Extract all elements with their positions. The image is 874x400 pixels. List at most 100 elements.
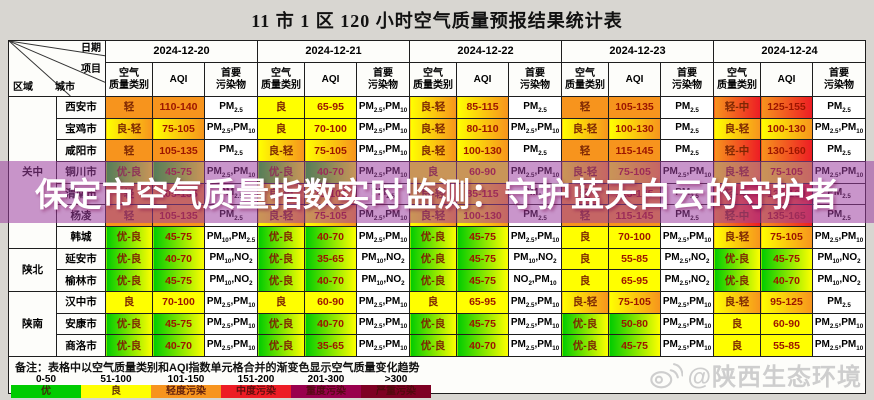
region-cell: 陕北 bbox=[8, 247, 57, 292]
date-header: 2024-12-22 bbox=[409, 40, 562, 63]
aqi-cell: 85-115 bbox=[456, 96, 509, 119]
category-cell: 优-良 bbox=[105, 334, 153, 357]
city-cell: 榆林市 bbox=[56, 269, 106, 292]
table-row: 商洛市 优-良 40-70 PM2.5,PM10 优-良 35-65 PM2.5,PM10 优… bbox=[9, 334, 866, 357]
aqi-cell: 95-125 bbox=[760, 290, 813, 314]
category-cell: 良-轻 bbox=[561, 117, 609, 141]
pollutant-cell: PM2.5 bbox=[812, 96, 866, 119]
aqi-cell: 125-155 bbox=[760, 96, 813, 119]
aqi-cell: 40-70 bbox=[760, 269, 813, 292]
aqi-cell: 75-105 bbox=[304, 139, 357, 162]
pollutant-cell: PM2.5,PM10 bbox=[356, 117, 410, 141]
date-header: 2024-12-23 bbox=[561, 40, 714, 63]
aqi-cell: 115-145 bbox=[608, 139, 661, 162]
pollutant-cell: PM2.5,PM10 bbox=[660, 225, 714, 249]
category-cell: 优-良 bbox=[409, 312, 457, 336]
table-row: 关中西安市轻110-140PM2.5良65-95PM2.5,PM10良-轻85-… bbox=[8, 96, 866, 249]
legend-range-label: 201-300 bbox=[307, 373, 345, 385]
subheader-cell: AQI bbox=[760, 62, 813, 97]
category-cell: 良 bbox=[409, 290, 457, 314]
category-cell: 良 bbox=[561, 225, 609, 249]
pollutant-cell: PM2.5,PM10 bbox=[508, 312, 562, 336]
aqi-cell: 100-130 bbox=[760, 117, 813, 141]
pollutant-cell: PM2.5 bbox=[812, 139, 866, 162]
region-cell: 陕南 bbox=[8, 290, 57, 357]
aqi-cell: 40-70 bbox=[152, 247, 205, 271]
legend-category-swatch: 中度污染 bbox=[221, 384, 291, 398]
category-cell: 优-良 bbox=[105, 247, 153, 271]
watermark: @陕西生态环境 bbox=[649, 357, 862, 392]
subheader-cell: 空气 质量类别 bbox=[409, 62, 457, 97]
subheader-cell: 空气 质量类别 bbox=[105, 62, 153, 97]
category-cell: 优-良 bbox=[409, 247, 457, 271]
legend-note: 备注：表格中以空气质量类别和AQI指数单元格合并的渐变色显示空气质量变化趋势 bbox=[15, 361, 420, 374]
category-cell: 良-轻 bbox=[409, 96, 457, 119]
subheader-cell: 首要 污染物 bbox=[660, 62, 714, 97]
subheader-cell: 首要 污染物 bbox=[812, 62, 866, 97]
corner-date-label: 日期 bbox=[81, 43, 101, 54]
category-cell: 良 bbox=[713, 312, 761, 336]
category-cell: 良-轻 bbox=[105, 117, 153, 141]
pollutant-cell: PM2.5,PM10 bbox=[204, 290, 258, 314]
aqi-cell: 40-70 bbox=[304, 269, 357, 292]
aqi-cell: 65-95 bbox=[456, 290, 509, 314]
pollutant-cell: PM2.5 bbox=[660, 96, 714, 119]
legend-category-swatch: 优 bbox=[11, 384, 81, 398]
corner-city-label: 城市 bbox=[55, 81, 75, 93]
pollutant-cell: PM2.5 bbox=[812, 290, 866, 314]
date-header: 2024-12-20 bbox=[105, 40, 258, 63]
legend-color-band: 优良轻度污染 中度污染 重度污染 严重污染 bbox=[11, 384, 865, 398]
pollutant-cell: PM2.5 bbox=[508, 96, 562, 119]
category-cell: 良 bbox=[257, 290, 305, 314]
pollutant-cell: PM2.5,PM10 bbox=[356, 96, 410, 119]
watermark-handle: @陕西生态环境 bbox=[687, 364, 862, 391]
aqi-cell: 70-100 bbox=[304, 117, 357, 141]
weibo-icon bbox=[649, 360, 683, 390]
pollutant-cell: PM10,PM2.5 bbox=[204, 225, 258, 249]
legend-range-label: 151-200 bbox=[237, 373, 275, 385]
aqi-cell: 40-70 bbox=[304, 225, 357, 249]
table-row: 榆林市 优-良 45-75 PM10,NO2 优-良 40-70 PM10,NO2 优-良 45… bbox=[9, 269, 866, 292]
category-cell: 良 bbox=[713, 334, 761, 357]
aqi-cell: 55-85 bbox=[608, 247, 661, 271]
date-header: 2024-12-24 bbox=[713, 40, 866, 63]
corner-item-label: 项目 bbox=[81, 64, 101, 75]
category-cell: 良-轻 bbox=[713, 225, 761, 249]
legend-category-swatch: 轻度污染 bbox=[151, 384, 221, 398]
category-cell: 良-轻 bbox=[713, 290, 761, 314]
category-cell: 优-良 bbox=[105, 312, 153, 336]
category-cell: 轻-中 bbox=[713, 96, 761, 119]
pollutant-cell: PM2.5 bbox=[508, 139, 562, 162]
category-cell: 良-轻 bbox=[409, 139, 457, 162]
table-row: 陕北 延安市 优-良 40-70 PM10,NO2 优-良 35-65 PM10,NO2 优-良… bbox=[8, 247, 866, 292]
category-cell: 良 bbox=[105, 290, 153, 314]
category-cell: 优-良 bbox=[105, 225, 153, 249]
aqi-cell: 40-70 bbox=[456, 334, 509, 357]
aqi-cell: 65-95 bbox=[608, 269, 661, 292]
category-cell: 轻-中 bbox=[713, 139, 761, 162]
aqi-cell: 45-75 bbox=[456, 269, 509, 292]
pollutant-cell: PM10,NO2 bbox=[508, 247, 562, 271]
category-cell: 良 bbox=[561, 247, 609, 271]
city-cell: 延安市 bbox=[56, 247, 106, 271]
pollutant-cell: PM10,NO2 bbox=[812, 247, 866, 271]
subheader-cell: 空气 质量类别 bbox=[561, 62, 609, 97]
aqi-cell: 40-70 bbox=[304, 312, 357, 336]
pollutant-cell: PM2.5 bbox=[660, 139, 714, 162]
headline-text: 保定市空气质量指数实时监测：守护蓝天白云的守护者 bbox=[35, 176, 839, 213]
legend-category-swatch: 良 bbox=[81, 384, 151, 398]
table-row: 韩城 优-良 45-75 PM10,PM2.5 优-良 40-70 PM2.5,PM10 优-… bbox=[9, 225, 866, 249]
legend-range-label: 101-150 bbox=[167, 373, 205, 385]
pollutant-cell: NO2,PM10 bbox=[508, 269, 562, 292]
aqi-cell: 75-105 bbox=[760, 225, 813, 249]
city-cell: 咸阳市 bbox=[56, 139, 106, 162]
subheader-cell: AQI bbox=[152, 62, 205, 97]
corner-header: 日期 项目 区域 城市 bbox=[8, 40, 106, 97]
pollutant-cell: PM2.5,PM10 bbox=[508, 225, 562, 249]
category-cell: 良 bbox=[257, 117, 305, 141]
pollutant-cell: PM10,NO2 bbox=[204, 247, 258, 271]
pollutant-cell: PM2.5,PM10 bbox=[356, 312, 410, 336]
category-cell: 优-良 bbox=[561, 312, 609, 336]
pollutant-cell: PM2.5,PM10 bbox=[204, 334, 258, 357]
category-cell: 良-轻 bbox=[257, 139, 305, 162]
